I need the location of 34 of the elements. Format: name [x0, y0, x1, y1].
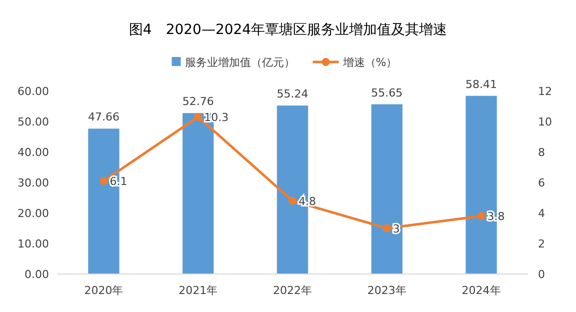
x-tick-label: 2023年: [367, 284, 406, 297]
data-label: 58.41: [466, 78, 498, 91]
y-tick-label: 50.00: [18, 116, 49, 128]
y-tick-label: 20.00: [18, 207, 49, 220]
chart-title: 图4 2020—2024年覃塘区服务业增加值及其增速: [128, 22, 448, 38]
data-label: 52.76: [182, 95, 214, 108]
x-tick-label: 2021年: [178, 284, 218, 297]
y2-tick-label: 6: [538, 176, 545, 190]
bar: [371, 104, 402, 274]
x-tick-label: 2022年: [273, 284, 312, 297]
data-label: 4.8: [298, 194, 316, 208]
y2-tick-label: 8: [538, 146, 545, 159]
y2-tick-label: 0: [538, 268, 545, 281]
x-tick-label: 2024年: [462, 284, 501, 297]
point: [194, 112, 202, 121]
y-tick-label: 30.00: [18, 176, 49, 190]
y2-tick-label: 10: [538, 116, 552, 128]
y-tick-label: 10.00: [18, 238, 49, 250]
data-label: 47.66: [88, 110, 120, 124]
data-label: 55.24: [276, 88, 308, 101]
y2-tick-label: 12: [538, 85, 552, 98]
point: [477, 212, 486, 220]
legend-label: 服务业增加值（亿元）: [184, 56, 295, 69]
y-tick-label: 40.00: [18, 146, 49, 159]
data-label: 55.65: [371, 86, 403, 100]
point: [382, 224, 391, 232]
y2-tick-label: 4: [538, 207, 545, 220]
legend-label: 增速（%）: [342, 56, 398, 69]
y-tick-label: 0.00: [24, 268, 49, 281]
y-tick-label: 60.00: [18, 85, 49, 98]
point: [288, 196, 296, 205]
y2-tick-label: 2: [538, 238, 545, 250]
point: [100, 176, 108, 185]
x-tick-label: 2020年: [84, 284, 124, 297]
